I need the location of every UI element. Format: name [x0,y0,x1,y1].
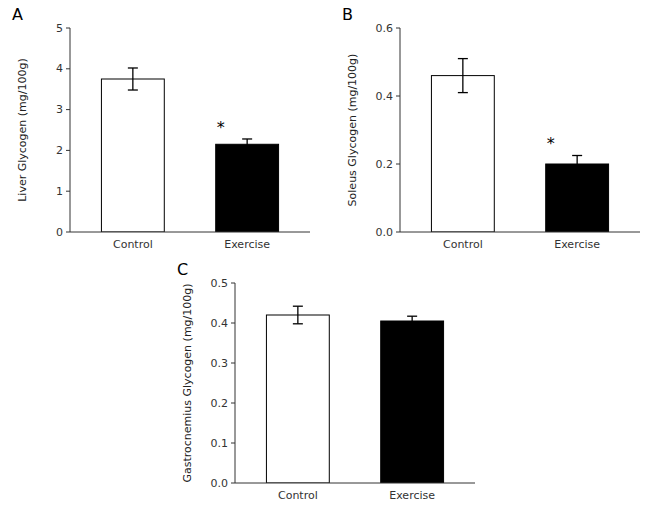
y-tick [231,363,235,364]
y-tick-label: 0.5 [211,277,229,290]
error-bar [407,316,417,326]
y-tick-label: 5 [56,22,63,35]
annotation: * [217,118,225,137]
y-tick [396,28,400,29]
y-tick-label: 3 [56,103,63,116]
error-bar [242,139,252,150]
y-tick [231,403,235,404]
y-tick-label: 2 [56,144,63,157]
error-cap [458,92,468,93]
y-axis [400,28,401,232]
error-cap [572,155,582,156]
y-tick [66,109,70,110]
y-tick [66,150,70,151]
y-tick [231,323,235,324]
y-tick [396,232,400,233]
y-tick-label: 0.1 [211,437,229,450]
x-axis [70,232,310,233]
error-line [576,156,577,173]
x-tick-label: Exercise [554,238,600,251]
bar [381,321,444,483]
y-tick [66,232,70,233]
error-bar [572,156,582,173]
y-tick [231,283,235,284]
y-tick-label: 0.3 [211,357,229,370]
bar [266,315,329,483]
error-line [246,139,247,150]
error-line [462,59,463,93]
error-cap [242,138,252,139]
y-tick [396,96,400,97]
y-tick-label: 0.2 [211,397,229,410]
bar [431,76,494,232]
y-axis-label: Gastrocnemius Glycogen (mg/100g) [181,283,194,482]
panel-label: A [12,5,23,24]
error-cap [293,323,303,324]
y-tick-label: 0.0 [211,477,229,490]
y-tick-label: 0.6 [376,22,394,35]
y-axis [70,28,71,232]
y-tick [396,164,400,165]
x-tick-label: Control [113,238,153,251]
panel: 0 1 2 3 4 5 Control Exercise * Liver Glycogen (mg… [12,5,310,251]
error-cap [242,149,252,150]
annotation: * [547,134,555,153]
panel-label: B [342,5,353,24]
y-tick-label: 0.4 [376,90,394,103]
marks [101,68,278,232]
y-axis [235,283,236,483]
error-bar [458,59,468,93]
panel-label: C [177,260,188,279]
x-tick-label: Exercise [389,489,435,502]
y-tick [231,443,235,444]
panel: 0.0 0.2 0.4 0.6 Control Exercise * Soleus Glyco… [342,5,640,251]
x-tick-label: Control [443,238,483,251]
x-axis [235,483,475,484]
panel: 0.0 0.1 0.2 0.3 0.4 0.5 Control Exercise Gastroc… [177,260,475,502]
bar [546,164,609,232]
error-cap [458,58,468,59]
bar [101,79,164,232]
x-tick-label: Control [278,489,318,502]
error-cap [128,89,138,90]
marks [266,306,443,483]
bar [216,144,279,232]
y-tick-label: 0.2 [376,158,394,171]
error-line [132,68,133,90]
error-bar [128,68,138,90]
y-tick [66,68,70,69]
error-line [297,306,298,324]
y-tick-label: 0 [56,226,63,239]
error-bar [293,306,303,324]
y-tick [231,483,235,484]
error-cap [293,306,303,307]
error-cap [407,316,417,317]
x-axis [400,232,640,233]
y-axis-label: Soleus Glycogen (mg/100g) [346,54,359,207]
y-tick-label: 4 [56,62,63,75]
y-tick [66,191,70,192]
x-tick-label: Exercise [224,238,270,251]
chart: 0 1 2 3 4 5 Control Exercise * Liver Glycogen (mg… [0,0,661,519]
y-tick [66,28,70,29]
error-cap [407,325,417,326]
y-tick-label: 1 [56,185,63,198]
error-line [411,316,412,326]
y-axis-label: Liver Glycogen (mg/100g) [16,58,29,202]
error-cap [572,172,582,173]
marks [431,59,608,232]
y-tick-label: 0.4 [211,317,229,330]
y-tick-label: 0.0 [376,226,394,239]
error-cap [128,67,138,68]
